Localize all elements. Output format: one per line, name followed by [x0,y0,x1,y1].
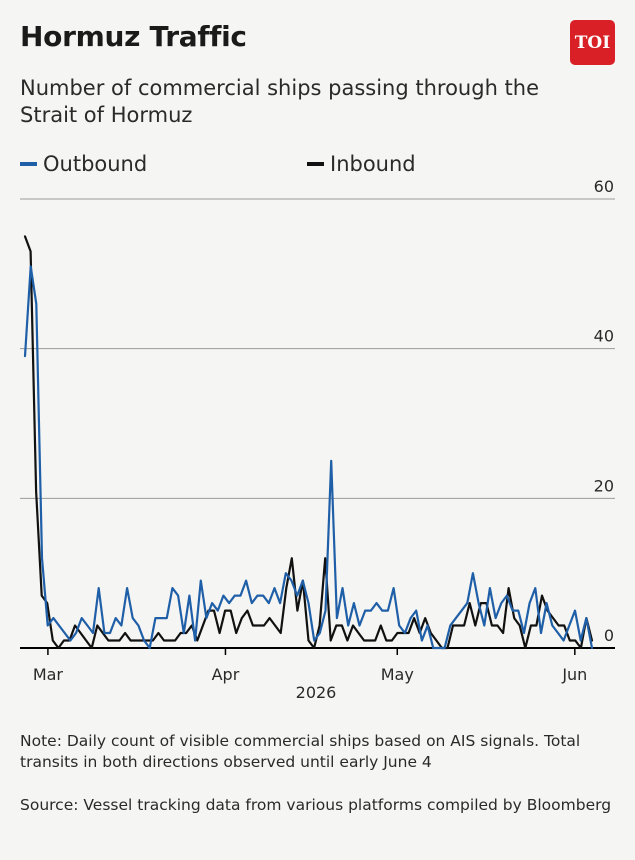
line-chart: 0 20 40 60 Mar Apr May Jun 2026 [20,177,615,702]
toi-logo: TOI [570,20,615,65]
chart-title: Hormuz Traffic [20,20,247,53]
legend-item-outbound: Outbound [20,152,147,176]
y-tick-label-40: 40 [594,327,614,346]
x-tick-label-may: May [381,665,414,684]
series-line-outbound [23,265,594,650]
x-axis-label: 2026 [296,683,337,702]
chart-source: Source: Vessel tracking data from variou… [20,796,612,814]
legend: Outbound Inbound [20,152,620,180]
legend-swatch-inbound [307,162,324,166]
series-line-inbound [23,235,594,650]
y-tick-label-20: 20 [594,476,614,495]
legend-label-inbound: Inbound [330,152,416,176]
x-tick-label-mar: Mar [33,665,64,684]
legend-label-outbound: Outbound [43,152,148,176]
chart-subtitle: Number of commercial ships passing throu… [20,76,540,127]
chart-note: Note: Daily count of visible commercial … [20,732,581,771]
y-tick-label-60: 60 [594,177,614,196]
y-tick-label-0: 0 [604,626,614,645]
x-tick-label-jun: Jun [561,665,587,684]
legend-item-inbound: Inbound [307,152,416,176]
x-tick-label-apr: Apr [212,665,240,684]
legend-swatch-outbound [20,162,37,166]
